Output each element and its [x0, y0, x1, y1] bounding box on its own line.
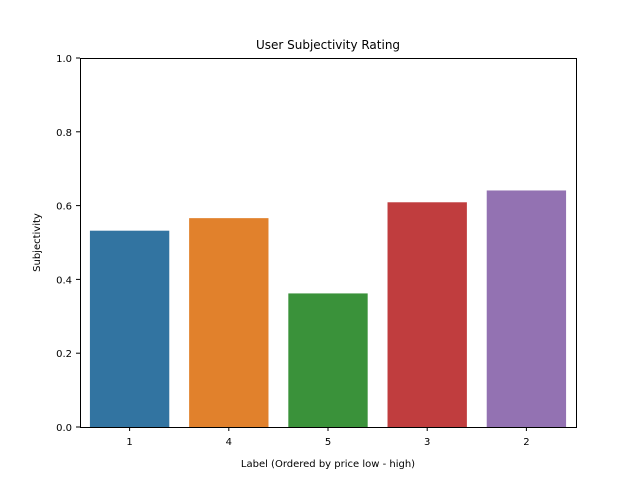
- y-tick-label: 0.4: [56, 275, 72, 286]
- bar-5: [288, 293, 368, 427]
- x-axis-ticks: 1 4 5 3 2: [126, 427, 530, 448]
- bar-4: [189, 218, 269, 427]
- y-axis-ticks: 0.0 0.2 0.4 0.6 0.8 1.0: [56, 54, 80, 434]
- y-tick-label: 1.0: [56, 54, 72, 65]
- x-axis-label: Label (Ordered by price low - high): [241, 459, 415, 470]
- x-tick-label: 1: [126, 437, 132, 448]
- bars: [89, 190, 567, 427]
- x-tick-label: 5: [325, 437, 331, 448]
- x-tick-label: 3: [424, 437, 430, 448]
- x-tick-label: 2: [523, 437, 529, 448]
- y-axis-label: Subjectivity: [32, 213, 43, 272]
- y-tick-label: 0.2: [56, 349, 72, 360]
- y-tick-label: 0.6: [56, 202, 72, 213]
- plot-frame: [80, 58, 577, 428]
- x-tick-label: 4: [226, 437, 232, 448]
- bar-3: [387, 202, 467, 427]
- y-tick-label: 0.8: [56, 128, 72, 139]
- y-tick-label: 0.0: [56, 423, 72, 434]
- bar-1: [89, 230, 170, 427]
- bar-2: [486, 190, 567, 427]
- chart-title: User Subjectivity Rating: [256, 38, 400, 52]
